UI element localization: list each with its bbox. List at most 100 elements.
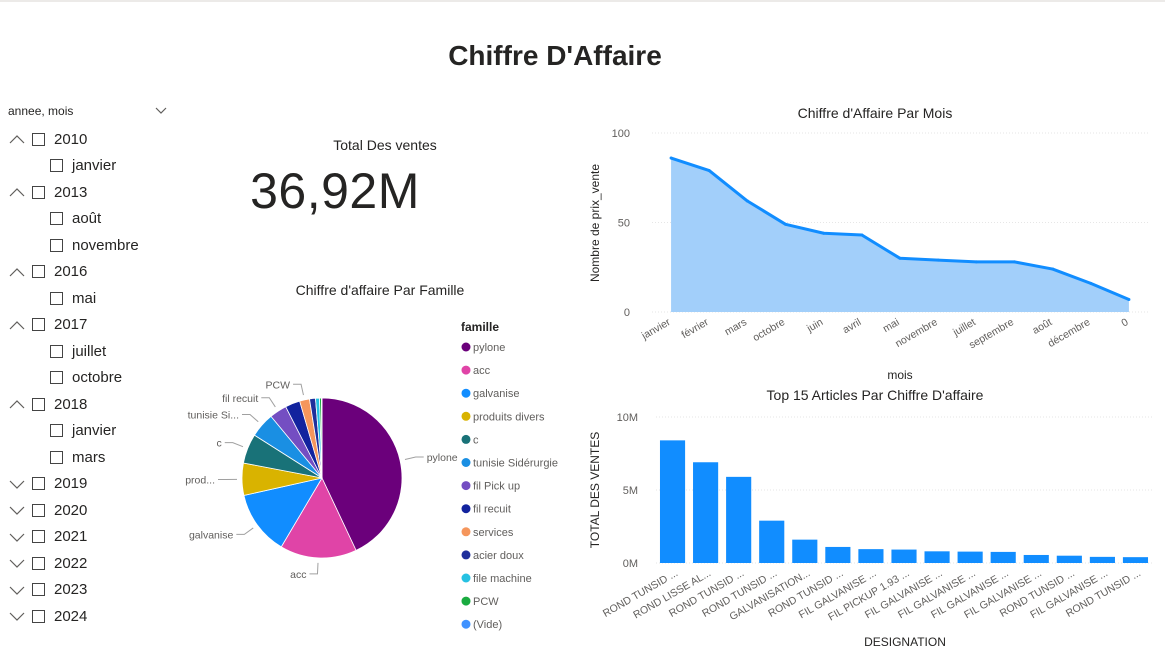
legend-item[interactable]: c bbox=[473, 434, 479, 446]
checkbox[interactable] bbox=[50, 450, 63, 464]
slicer-year-2018[interactable]: 2018 bbox=[8, 391, 173, 418]
bar[interactable] bbox=[957, 551, 983, 563]
data-point[interactable] bbox=[669, 156, 673, 160]
legend-item[interactable]: (Vide) bbox=[473, 619, 502, 631]
legend-item[interactable]: fil recuit bbox=[473, 504, 511, 516]
checkbox[interactable] bbox=[50, 424, 63, 438]
expand-chevron-icon[interactable] bbox=[8, 557, 26, 569]
bar[interactable] bbox=[693, 462, 719, 563]
legend-item[interactable]: PCW bbox=[473, 596, 499, 608]
legend-item[interactable]: tunisie Sidérurgie bbox=[473, 458, 558, 470]
slicer-month-item[interactable]: mars bbox=[8, 444, 173, 471]
slicer-month-item[interactable]: janvier bbox=[8, 153, 173, 180]
slicer-year-2010[interactable]: 2010 bbox=[8, 126, 173, 153]
checkbox[interactable] bbox=[50, 238, 63, 252]
slicer-year-2013[interactable]: 2013 bbox=[8, 179, 173, 206]
slicer-month-item[interactable]: octobre bbox=[8, 365, 173, 392]
slicer-year-2019[interactable]: 2019 bbox=[8, 471, 173, 498]
bar-chart[interactable]: Top 15 Articles Par Chiffre D'affaire 0M 5… bbox=[580, 380, 1160, 653]
bar[interactable] bbox=[759, 520, 785, 563]
bar[interactable] bbox=[1122, 557, 1149, 563]
data-point[interactable] bbox=[707, 169, 711, 173]
legend-item[interactable]: pylone bbox=[473, 342, 505, 354]
collapse-chevron-icon[interactable] bbox=[8, 319, 26, 331]
checkbox[interactable] bbox=[50, 344, 63, 358]
x-axis-label: DESIGNATION bbox=[864, 635, 946, 649]
slicer-month-item[interactable]: août bbox=[8, 206, 173, 233]
bar[interactable] bbox=[858, 549, 884, 563]
legend-item[interactable]: galvanise bbox=[473, 388, 519, 400]
expand-chevron-icon[interactable] bbox=[8, 531, 26, 543]
slicer-year-2024[interactable]: 2024 bbox=[8, 603, 173, 630]
data-point[interactable] bbox=[1051, 267, 1055, 271]
slicer-month-item[interactable]: janvier bbox=[8, 418, 173, 445]
checkbox[interactable] bbox=[50, 212, 63, 226]
slicer-year-2022[interactable]: 2022 bbox=[8, 550, 173, 577]
expand-chevron-icon[interactable] bbox=[8, 584, 26, 596]
legend-item[interactable]: file machine bbox=[473, 573, 532, 585]
checkbox[interactable] bbox=[32, 609, 45, 623]
collapse-chevron-icon[interactable] bbox=[8, 133, 26, 145]
slicer-month-item[interactable]: juillet bbox=[8, 338, 173, 365]
legend-item[interactable]: fil Pick up bbox=[473, 481, 520, 493]
bar[interactable] bbox=[659, 440, 686, 563]
checkbox[interactable] bbox=[32, 477, 45, 491]
bar[interactable] bbox=[1023, 554, 1049, 563]
pie-slice[interactable] bbox=[243, 477, 323, 548]
checkbox[interactable] bbox=[32, 397, 45, 411]
legend-item[interactable]: acier doux bbox=[473, 550, 524, 562]
expand-chevron-icon[interactable] bbox=[8, 478, 26, 490]
bar[interactable] bbox=[726, 476, 752, 563]
collapse-chevron-icon[interactable] bbox=[8, 398, 26, 410]
collapse-chevron-icon[interactable] bbox=[8, 186, 26, 198]
pie-slice[interactable] bbox=[321, 397, 403, 551]
checkbox[interactable] bbox=[50, 159, 63, 173]
slicer-year-2021[interactable]: 2021 bbox=[8, 524, 173, 551]
data-point[interactable] bbox=[936, 258, 940, 262]
pie-slice[interactable] bbox=[280, 477, 357, 559]
data-point[interactable] bbox=[974, 260, 978, 264]
slicer-year-2016[interactable]: 2016 bbox=[8, 259, 173, 286]
slicer-year-2020[interactable]: 2020 bbox=[8, 497, 173, 524]
data-point[interactable] bbox=[784, 222, 788, 226]
slicer-year-2023[interactable]: 2023 bbox=[8, 577, 173, 604]
year-month-slicer[interactable]: annee, mois 2010 janvier 2013 août novembre 2… bbox=[8, 104, 173, 630]
chevron-down-icon[interactable] bbox=[154, 106, 168, 116]
checkbox[interactable] bbox=[32, 132, 45, 146]
data-point[interactable] bbox=[1127, 297, 1131, 301]
data-point[interactable] bbox=[1012, 260, 1016, 264]
data-point[interactable] bbox=[898, 256, 902, 260]
data-point[interactable] bbox=[745, 199, 749, 203]
checkbox[interactable] bbox=[32, 583, 45, 597]
checkbox[interactable] bbox=[32, 556, 45, 570]
area-chart[interactable]: Chiffre d'Affaire Par Mois 0 50 100 janvier f… bbox=[580, 98, 1160, 388]
bar[interactable] bbox=[1056, 555, 1082, 563]
checkbox[interactable] bbox=[32, 530, 45, 544]
checkbox[interactable] bbox=[32, 185, 45, 199]
checkbox[interactable] bbox=[32, 318, 45, 332]
data-point[interactable] bbox=[1089, 281, 1093, 285]
data-point[interactable] bbox=[822, 231, 826, 235]
slicer-month-item[interactable]: mai bbox=[8, 285, 173, 312]
legend-item[interactable]: produits divers bbox=[473, 411, 545, 423]
checkbox[interactable] bbox=[50, 371, 63, 385]
bar[interactable] bbox=[990, 551, 1016, 563]
data-point[interactable] bbox=[860, 233, 864, 237]
expand-chevron-icon[interactable] bbox=[8, 504, 26, 516]
checkbox[interactable] bbox=[50, 291, 63, 305]
bar[interactable] bbox=[891, 549, 917, 563]
slicer-month-item[interactable]: novembre bbox=[8, 232, 173, 259]
bar[interactable] bbox=[792, 539, 818, 563]
pie-chart[interactable]: Chiffre d'affaire Par Famille pylone acc ga… bbox=[180, 275, 580, 645]
legend-item[interactable]: services bbox=[473, 527, 514, 539]
bar[interactable] bbox=[924, 551, 950, 563]
bar[interactable] bbox=[1089, 556, 1115, 563]
expand-chevron-icon[interactable] bbox=[8, 610, 26, 622]
legend-item[interactable]: acc bbox=[473, 365, 491, 377]
checkbox[interactable] bbox=[32, 503, 45, 517]
bar[interactable] bbox=[825, 546, 851, 563]
checkbox[interactable] bbox=[32, 265, 45, 279]
collapse-chevron-icon[interactable] bbox=[8, 266, 26, 278]
slicer-year-2017[interactable]: 2017 bbox=[8, 312, 173, 339]
pie-slice[interactable] bbox=[321, 397, 323, 479]
